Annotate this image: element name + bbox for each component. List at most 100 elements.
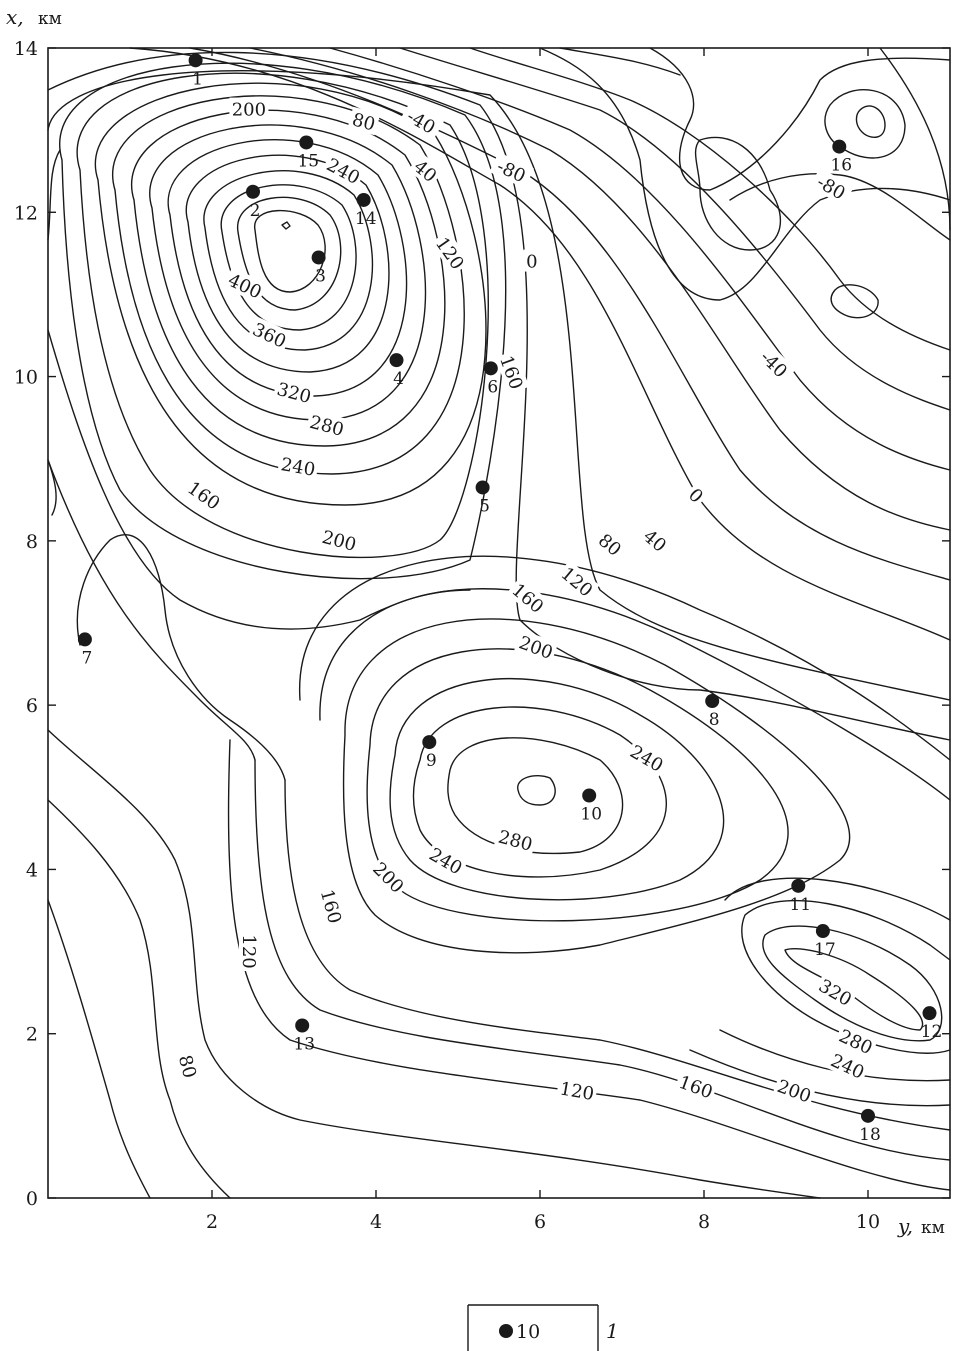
contour-label: 200 xyxy=(317,524,362,556)
well-label: 14 xyxy=(355,209,377,229)
svg-text:200: 200 xyxy=(320,527,359,556)
legend-number: 1 xyxy=(606,1319,619,1343)
x-tick-label: 0 xyxy=(26,1188,38,1210)
contour-label: -80 xyxy=(489,152,535,189)
x-tick-label: 2 xyxy=(26,1024,38,1046)
contour-label: 200 xyxy=(229,97,269,121)
contour-label: 120 xyxy=(555,1076,599,1105)
contour-label: 120 xyxy=(430,230,471,276)
well-marker xyxy=(861,1108,875,1123)
isolines xyxy=(47,47,951,1199)
contour-label: 80 xyxy=(174,1049,203,1083)
contour-label: 320 xyxy=(272,376,316,408)
x-tick-label: 8 xyxy=(26,531,38,553)
well-marker xyxy=(422,735,437,750)
well-label: 6 xyxy=(487,377,498,397)
well-label: 10 xyxy=(580,805,602,825)
x-tick-label: 10 xyxy=(14,367,38,389)
contour-label: 200 xyxy=(514,629,559,664)
legend-sample-label: 10 xyxy=(516,1321,540,1343)
svg-text:240: 240 xyxy=(279,454,316,481)
contour-label: 40 xyxy=(637,522,674,558)
contour-label: 80 xyxy=(592,526,629,562)
contour-label: 200 xyxy=(772,1073,817,1107)
x-axis-name: x, xyxy=(6,5,24,29)
well-label: 1 xyxy=(192,69,203,89)
well-label: 11 xyxy=(789,895,811,915)
contour-label: 400 xyxy=(222,267,268,304)
contour-label: 240 xyxy=(624,738,670,777)
x-tick-label: 12 xyxy=(14,202,38,224)
well-marker xyxy=(188,53,203,68)
y-tick-label: 8 xyxy=(698,1211,710,1233)
well-label: 9 xyxy=(426,751,437,771)
y-axis-unit: км xyxy=(921,1218,945,1238)
svg-text:280: 280 xyxy=(496,827,535,856)
well-label: 17 xyxy=(814,940,836,960)
svg-text:40: 40 xyxy=(409,156,440,187)
contour-label: 240 xyxy=(321,151,367,190)
contour-label: 240 xyxy=(277,451,320,481)
well-marker xyxy=(246,184,260,199)
wells: 1 15 2 14 3 4 6 5 16 7 8 9 10 11 17 12 13 18 xyxy=(77,53,943,1145)
contour-label: 0 xyxy=(523,249,541,273)
svg-text:160: 160 xyxy=(676,1072,715,1103)
svg-text:40: 40 xyxy=(639,526,670,557)
contour-label: 80 xyxy=(347,106,381,136)
well-marker xyxy=(791,878,806,893)
contour-label: 160 xyxy=(674,1069,719,1103)
legend: 10 1 xyxy=(467,1304,619,1351)
svg-text:0: 0 xyxy=(526,252,537,273)
well-marker xyxy=(299,135,314,150)
svg-text:200: 200 xyxy=(516,632,555,663)
y-tick-label: 6 xyxy=(534,1211,546,1233)
well-label: 16 xyxy=(830,156,852,176)
svg-text:120: 120 xyxy=(238,934,259,968)
x-axis-unit: км xyxy=(38,9,62,29)
well-marker xyxy=(389,353,404,368)
well-label: 4 xyxy=(393,369,404,389)
well-marker xyxy=(922,1006,937,1021)
svg-text:320: 320 xyxy=(275,379,314,408)
svg-text:200: 200 xyxy=(774,1076,813,1107)
well-marker xyxy=(356,192,371,207)
contour-label: 280 xyxy=(493,824,538,856)
contour-label: 160 xyxy=(316,884,348,928)
well-label: 8 xyxy=(709,710,720,730)
well-label: 15 xyxy=(297,151,319,171)
y-tick-label: 10 xyxy=(856,1211,880,1233)
well-marker xyxy=(295,1018,310,1033)
well-marker xyxy=(483,361,498,376)
contour-label: 120 xyxy=(238,932,261,972)
svg-text:280: 280 xyxy=(307,412,346,441)
well-label: 12 xyxy=(921,1022,943,1042)
svg-text:200: 200 xyxy=(232,100,266,121)
y-tick-label: 2 xyxy=(206,1211,218,1233)
svg-text:80: 80 xyxy=(594,530,625,561)
contour-label: 0 xyxy=(682,481,711,509)
map-frame xyxy=(47,47,951,1199)
well-label: 7 xyxy=(81,648,92,668)
contour-label: 120 xyxy=(555,560,600,603)
svg-text:120: 120 xyxy=(558,1078,595,1105)
well-label: 2 xyxy=(250,201,261,221)
contour-label: -40 xyxy=(752,341,796,386)
legend-well-marker xyxy=(499,1324,513,1338)
well-marker xyxy=(582,788,597,803)
contour-label: 160 xyxy=(506,576,551,619)
x-tick-label: 6 xyxy=(26,695,38,717)
well-marker xyxy=(311,250,326,265)
contour-label: 320 xyxy=(813,972,859,1012)
well-marker xyxy=(705,694,720,709)
x-tick-label: 14 xyxy=(14,38,38,60)
contour-label: 280 xyxy=(305,409,349,441)
well-label: 13 xyxy=(293,1035,315,1055)
contour-label: 160 xyxy=(182,474,227,516)
y-axis-name: y, xyxy=(897,1214,913,1238)
well-label: 3 xyxy=(315,266,326,286)
svg-text:160: 160 xyxy=(316,887,345,926)
well-marker xyxy=(475,480,490,495)
well-label: 18 xyxy=(859,1125,881,1145)
